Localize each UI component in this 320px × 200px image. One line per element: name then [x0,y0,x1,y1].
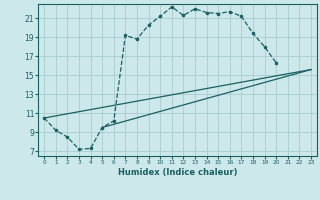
X-axis label: Humidex (Indice chaleur): Humidex (Indice chaleur) [118,168,237,177]
